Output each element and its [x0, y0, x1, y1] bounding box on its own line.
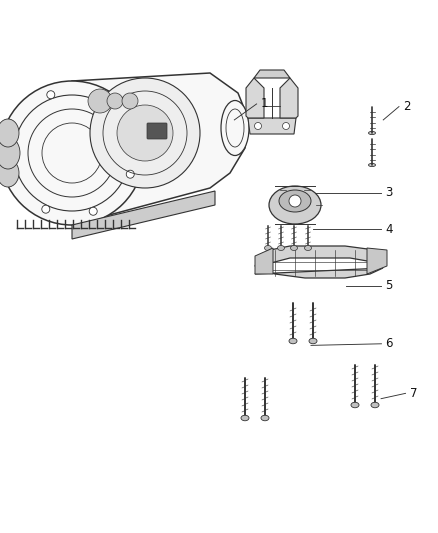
Ellipse shape [309, 338, 317, 344]
Ellipse shape [269, 186, 321, 224]
Ellipse shape [371, 402, 379, 408]
Circle shape [254, 123, 261, 130]
Polygon shape [254, 70, 290, 78]
Circle shape [289, 195, 301, 207]
Circle shape [122, 93, 138, 109]
Circle shape [107, 93, 123, 109]
Polygon shape [255, 248, 273, 274]
Ellipse shape [265, 246, 272, 251]
Text: 5: 5 [385, 279, 393, 292]
Ellipse shape [368, 132, 375, 134]
Circle shape [94, 93, 102, 101]
Ellipse shape [368, 164, 375, 167]
Text: 4: 4 [385, 223, 393, 236]
Ellipse shape [241, 415, 249, 421]
Polygon shape [367, 248, 387, 274]
Ellipse shape [0, 119, 19, 147]
Circle shape [117, 105, 173, 161]
Polygon shape [72, 73, 248, 225]
Circle shape [42, 205, 50, 213]
Circle shape [126, 128, 134, 136]
Ellipse shape [304, 246, 311, 251]
Ellipse shape [278, 246, 285, 251]
Circle shape [47, 91, 55, 99]
Polygon shape [246, 78, 264, 118]
Text: 7: 7 [410, 387, 417, 400]
Polygon shape [255, 246, 385, 278]
Circle shape [88, 89, 112, 113]
Ellipse shape [0, 137, 20, 169]
Polygon shape [72, 191, 215, 239]
Text: 6: 6 [385, 337, 393, 350]
Ellipse shape [279, 190, 311, 212]
Text: 1: 1 [261, 98, 268, 110]
Ellipse shape [290, 246, 297, 251]
Ellipse shape [289, 338, 297, 344]
Circle shape [0, 81, 144, 225]
Circle shape [10, 170, 18, 178]
Circle shape [283, 123, 290, 130]
Ellipse shape [221, 101, 249, 156]
Ellipse shape [351, 402, 359, 408]
Ellipse shape [0, 159, 19, 187]
Ellipse shape [261, 415, 269, 421]
Text: 3: 3 [385, 187, 393, 199]
Polygon shape [248, 118, 296, 134]
Text: 2: 2 [403, 100, 410, 113]
Circle shape [10, 128, 18, 136]
Polygon shape [280, 78, 298, 118]
Circle shape [89, 207, 97, 215]
Circle shape [90, 78, 200, 188]
FancyBboxPatch shape [147, 123, 167, 139]
Circle shape [126, 170, 134, 178]
